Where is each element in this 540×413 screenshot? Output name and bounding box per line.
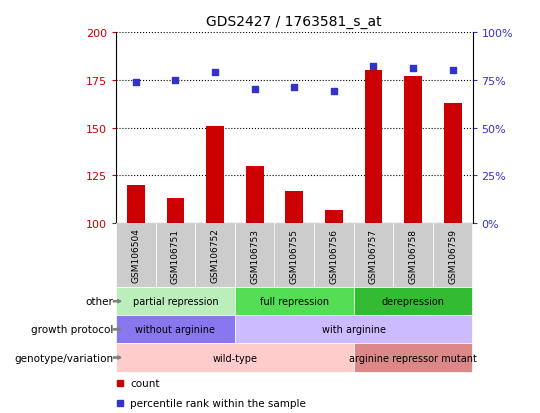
Text: wild-type: wild-type	[212, 353, 258, 363]
Bar	[404, 77, 422, 223]
Text: GSM106757: GSM106757	[369, 228, 378, 283]
Text: growth protocol: growth protocol	[31, 325, 113, 335]
Text: arginine repressor mutant: arginine repressor mutant	[349, 353, 477, 363]
Point	[132, 79, 140, 86]
Point	[409, 66, 417, 73]
Bar	[433, 223, 472, 287]
Point	[251, 87, 259, 93]
Point	[369, 64, 378, 71]
Text: GSM106759: GSM106759	[448, 228, 457, 283]
Bar	[274, 223, 314, 287]
Text: GSM106758: GSM106758	[409, 228, 417, 283]
Text: GSM106756: GSM106756	[329, 228, 339, 283]
Bar	[206, 126, 224, 223]
Bar	[325, 210, 343, 223]
Bar	[235, 223, 274, 287]
Text: GSM106755: GSM106755	[290, 228, 299, 283]
Title: GDS2427 / 1763581_s_at: GDS2427 / 1763581_s_at	[206, 15, 382, 29]
Text: GSM106753: GSM106753	[250, 228, 259, 283]
Bar	[116, 223, 156, 287]
Bar	[166, 199, 184, 223]
Text: GSM106751: GSM106751	[171, 228, 180, 283]
Bar	[156, 223, 195, 287]
Text: GSM106752: GSM106752	[211, 228, 220, 283]
Point	[211, 70, 219, 76]
Bar	[314, 223, 354, 287]
Bar	[195, 223, 235, 287]
Bar	[127, 185, 145, 223]
Text: percentile rank within the sample: percentile rank within the sample	[130, 399, 306, 408]
Point	[329, 89, 338, 95]
Bar	[116, 287, 235, 316]
Text: other: other	[85, 297, 113, 306]
Bar	[235, 287, 354, 316]
Bar	[364, 71, 382, 223]
Point	[448, 68, 457, 74]
Bar	[116, 344, 354, 372]
Text: with arginine: with arginine	[322, 325, 386, 335]
Bar	[354, 344, 472, 372]
Bar	[444, 104, 462, 223]
Text: without arginine: without arginine	[136, 325, 215, 335]
Bar	[235, 316, 472, 344]
Bar	[393, 223, 433, 287]
Bar	[116, 316, 235, 344]
Bar	[285, 191, 303, 223]
Text: GSM106504: GSM106504	[131, 228, 140, 283]
Point	[290, 85, 299, 92]
Text: partial repression: partial repression	[133, 297, 218, 306]
Bar	[354, 223, 393, 287]
Bar	[246, 166, 264, 223]
Text: genotype/variation: genotype/variation	[14, 353, 113, 363]
Text: derepression: derepression	[382, 297, 444, 306]
Text: count: count	[130, 378, 160, 388]
Text: full repression: full repression	[260, 297, 329, 306]
Bar	[354, 287, 472, 316]
Point	[171, 77, 180, 84]
